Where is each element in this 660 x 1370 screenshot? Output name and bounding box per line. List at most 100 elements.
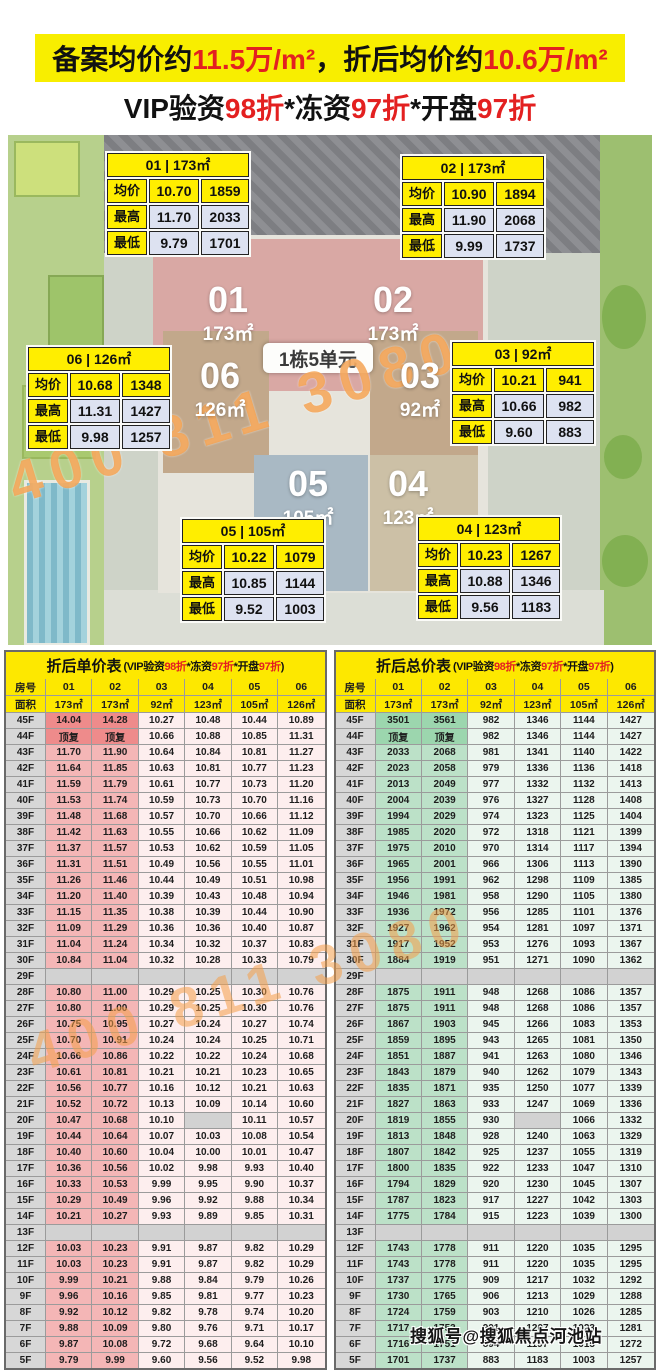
price-cell: 970 [468, 841, 515, 856]
price-cell: 1247 [514, 1097, 562, 1112]
price-cell: 14.04 [46, 713, 93, 728]
callout-value: 1348 [122, 373, 170, 397]
price-cell: 1879 [421, 1065, 469, 1080]
area-header-row: 面积 173㎡ 173㎡ 92㎡ 123㎡ 105㎡ 126㎡ [335, 696, 654, 713]
price-cell: 2049 [421, 777, 469, 792]
price-cell: 958 [468, 889, 515, 904]
price-cell [468, 969, 515, 984]
table-row-32F: 32F 1927 1962 954 1281 1097 1371 [335, 921, 654, 937]
price-cell: 11.46 [92, 873, 139, 888]
price-cell: 10.44 [231, 905, 279, 920]
price-cell: 1835 [421, 1161, 469, 1176]
price-cell: 10.23 [92, 1241, 139, 1256]
floor-cell: 45F [335, 713, 376, 728]
price-cell: 1306 [514, 857, 562, 872]
table-row-35F: 35F 1956 1991 962 1298 1109 1385 [335, 873, 654, 889]
text-segment: ) [610, 660, 614, 673]
price-cell: 11.74 [92, 793, 139, 808]
price-cell: 10.07 [138, 1129, 186, 1144]
price-cell [607, 1225, 654, 1240]
price-cell: 1408 [607, 793, 654, 808]
table-row-36F: 36F 11.31 11.51 10.49 10.56 10.55 11.01 [6, 857, 325, 873]
table-row-33F: 33F 1936 1972 956 1285 1101 1376 [335, 905, 654, 921]
price-cell: 1887 [421, 1049, 469, 1064]
table-row-20F: 20F 1819 1855 930 1066 1332 [335, 1113, 654, 1129]
price-cell: 1851 [375, 1049, 422, 1064]
price-cell: 10.73 [231, 777, 279, 792]
table-row-8F: 8F 9.92 10.12 9.82 9.78 9.74 10.20 [6, 1305, 325, 1321]
price-cell: 10.81 [185, 761, 232, 776]
price-cell: 10.24 [231, 1049, 279, 1064]
price-cell: 1230 [514, 1177, 562, 1192]
table-row-9F: 9F 1730 1765 906 1213 1029 1288 [335, 1289, 654, 1305]
text-segment: ( [123, 660, 127, 673]
price-cell: 1972 [421, 905, 469, 920]
price-cell: 1090 [561, 953, 608, 968]
price-cell: 10.24 [185, 1017, 232, 1032]
table-row-29F: 29F [335, 969, 654, 985]
price-cell: 1775 [421, 1273, 469, 1288]
price-cell: 10.10 [138, 1113, 186, 1128]
price-cell: 10.36 [185, 921, 232, 936]
price-cell: 1353 [607, 1017, 654, 1032]
floor-cell: 26F [6, 1017, 46, 1032]
area-cell: 173㎡ [421, 696, 469, 712]
price-cell: 10.62 [185, 841, 232, 856]
floor-cell: 33F [6, 905, 46, 920]
floor-cell: 24F [6, 1049, 46, 1064]
price-cell [92, 1225, 139, 1240]
callout-value: 10.85 [224, 571, 274, 595]
price-cell: 1427 [607, 729, 654, 744]
price-cell: 11.68 [92, 809, 139, 824]
floor-cell: 10F [6, 1273, 46, 1288]
price-cell: 1362 [607, 953, 654, 968]
callout-value: 1003 [276, 597, 324, 621]
price-cell: 9.60 [138, 1353, 186, 1368]
price-cell: 9.64 [231, 1337, 279, 1352]
callout-value: 11.31 [70, 399, 120, 423]
floor-cell: 43F [335, 745, 376, 760]
text-segment: VIP验资 [123, 93, 225, 124]
price-cell: 9.74 [231, 1305, 279, 1320]
price-cell: 951 [468, 953, 515, 968]
column-header-cell: 02 [421, 679, 469, 695]
area-cell: 92㎡ [468, 696, 515, 712]
price-cell: 9.72 [138, 1337, 186, 1352]
price-callout-03: 03 | 92㎡ 均价 10.21 941 最高 10.66 982 最低 9.60 883 [450, 340, 596, 446]
price-cell: 1128 [561, 793, 608, 808]
table-row-43F: 43F 11.70 11.90 10.64 10.84 10.81 11.27 [6, 745, 325, 761]
column-header-row: 房号 01 02 03 04 05 06 [6, 679, 325, 696]
room-header-cell: 房号 [6, 679, 46, 695]
floor-cell: 45F [6, 713, 46, 728]
price-cell: 10.47 [278, 1145, 325, 1160]
price-cell: 1346 [607, 1049, 654, 1064]
floor-cell: 14F [6, 1209, 46, 1224]
price-cell: 10.75 [46, 1017, 93, 1032]
text-segment: *冻资 [186, 660, 212, 673]
callout-label-max: 最高 [418, 569, 458, 593]
tree [604, 435, 642, 479]
price-cell: 9.93 [231, 1161, 279, 1176]
floor-cell: 35F [335, 873, 376, 888]
floor-cell: 8F [6, 1305, 46, 1320]
floor-cell: 25F [6, 1033, 46, 1048]
table-row-5F: 5F 9.79 9.99 9.60 9.56 9.52 9.98 [6, 1353, 325, 1368]
price-cell: 10.39 [138, 889, 186, 904]
table-row-10F: 10F 1737 1775 909 1217 1032 1292 [335, 1273, 654, 1289]
floor-cell: 19F [335, 1129, 376, 1144]
price-cell: 10.55 [138, 825, 186, 840]
price-cell: 1332 [514, 777, 562, 792]
area-cell: 173㎡ [46, 696, 93, 712]
swimming-pool [24, 480, 90, 645]
callout-value: 982 [546, 394, 594, 418]
callout-header: 03 | 92㎡ [452, 342, 594, 366]
floor-cell: 16F [6, 1177, 46, 1192]
table-title: 折后单价表 [46, 658, 122, 675]
price-cell [514, 969, 562, 984]
price-cell: 2033 [375, 745, 422, 760]
price-cell: 1063 [561, 1129, 608, 1144]
table-row-24F: 24F 10.66 10.86 10.22 10.22 10.24 10.68 [6, 1049, 325, 1065]
price-cell: 1380 [607, 889, 654, 904]
price-cell: 11.24 [92, 937, 139, 952]
callout-value: 10.68 [70, 373, 120, 397]
